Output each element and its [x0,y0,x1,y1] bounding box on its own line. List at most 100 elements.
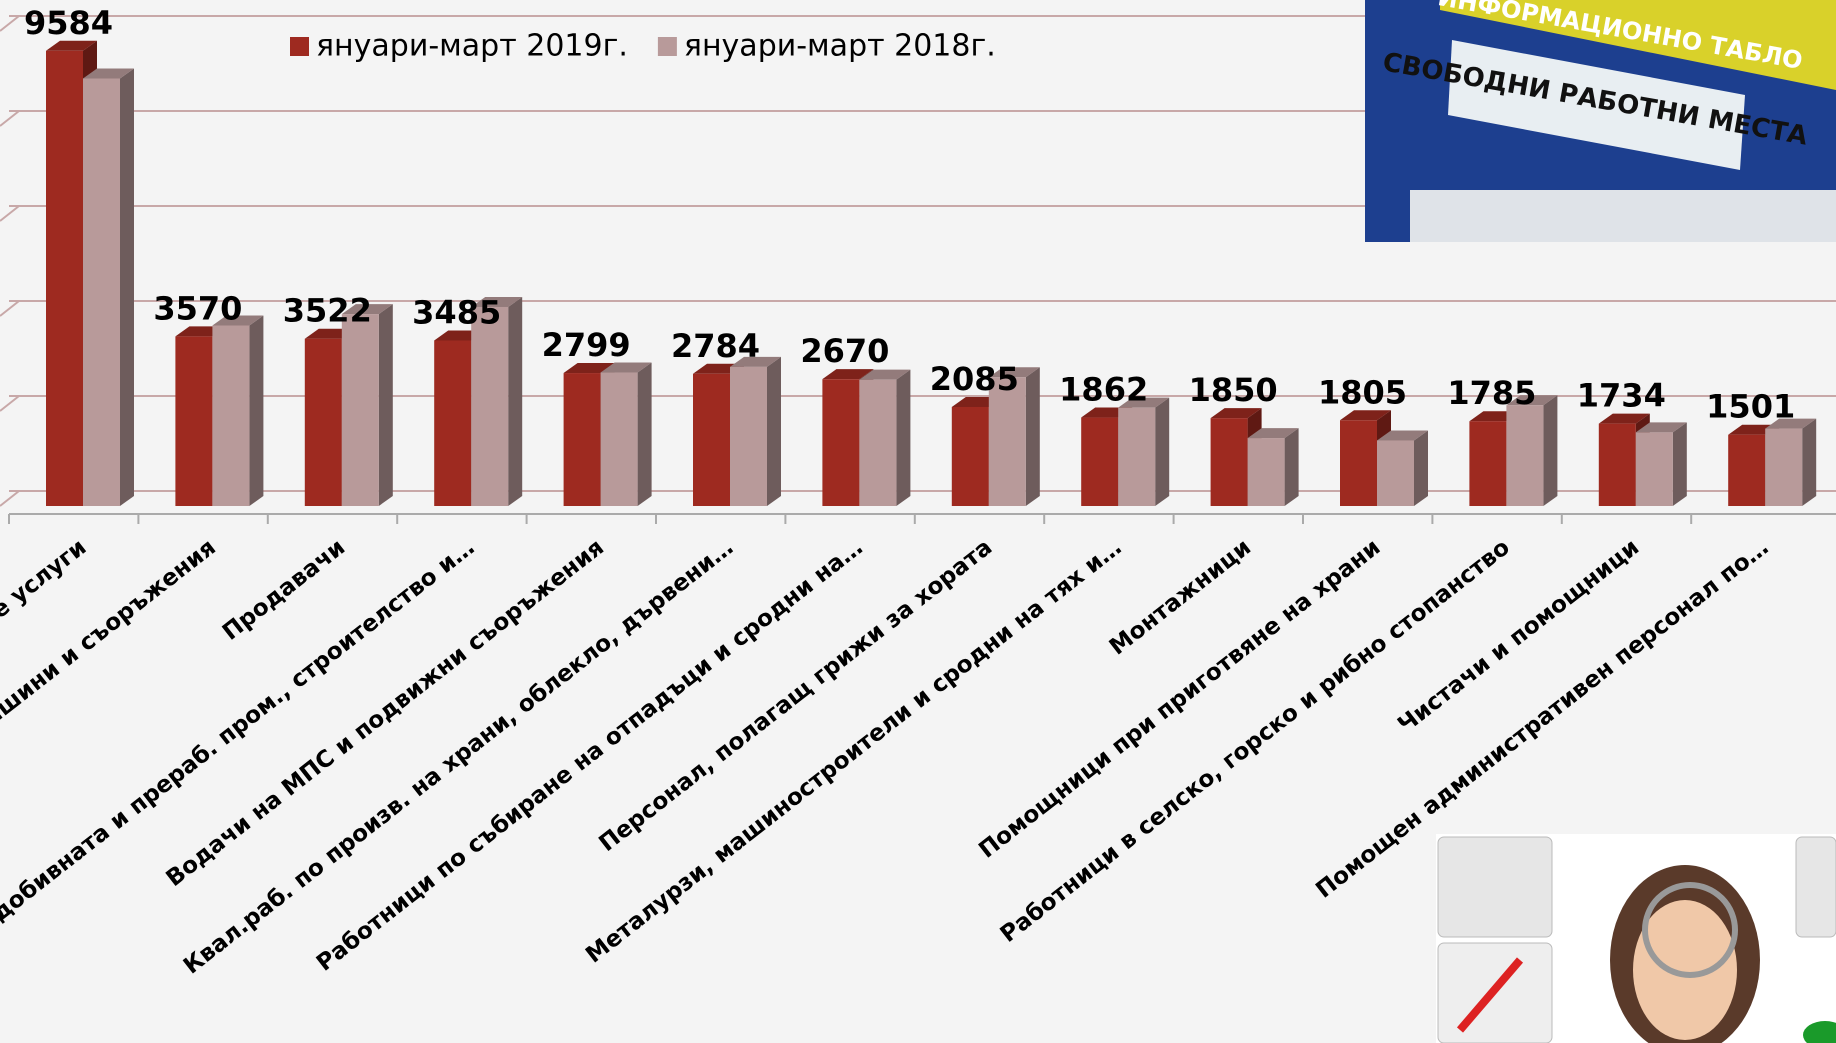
bar-side [1414,430,1428,506]
bar-top [341,304,393,315]
bar-side [1802,418,1817,506]
grid-line-side [0,395,20,412]
data-label: 1734 [1577,377,1666,415]
bar [951,406,989,506]
photo-sign [1448,40,1745,170]
bar-top [600,362,652,373]
grid-line-side [0,110,20,127]
bar-side [1155,397,1170,506]
bar-side [508,296,523,506]
grid-line-side [0,490,20,507]
bar-side [120,68,134,506]
bar [471,306,509,506]
bar [434,340,472,506]
photo-papers [1410,190,1836,242]
bar-side [1284,428,1299,506]
bar-top [1765,418,1817,429]
bar-side [1025,367,1040,506]
x-tick-label: Продавачи [218,534,350,645]
bar-side [767,356,781,506]
bar [1247,438,1285,506]
x-tick-label: е услуги [0,534,91,624]
bar-top [1506,395,1558,406]
bar [341,314,379,506]
bar-top [471,296,523,307]
photo-face [1633,900,1737,1040]
legend-swatch [290,37,309,56]
legend-label: януари-март 2019г. [316,29,628,64]
bar-top [1635,422,1687,433]
bar [46,50,83,506]
data-label: 1501 [1706,388,1795,426]
bar [563,373,601,506]
bar [1469,421,1507,506]
bar [1765,428,1803,506]
grid-line-side [0,205,20,222]
photo-stripe [1440,0,1836,90]
bar [304,338,342,506]
bar-top [1118,397,1170,408]
bar [693,373,730,506]
data-label: 1785 [1447,374,1536,412]
icon-tile [1795,836,1836,938]
bar-top [1340,410,1391,421]
bar [1598,423,1636,506]
bar [988,377,1026,506]
bar-top [730,356,781,367]
bar [175,336,213,506]
bar [600,372,638,506]
bar-top [1377,430,1428,441]
photo-board: ИНФОРМАЦИОННО ТАБЛО СВОБОДНИ РАБОТНИ МЕС… [1365,0,1836,242]
icon-button [1803,1021,1836,1043]
data-label: 3485 [412,293,501,331]
bar [1728,434,1766,506]
bar-side [1672,422,1687,506]
bar [1377,440,1414,506]
bar-top [859,369,911,380]
bar-top [1598,413,1650,424]
bar-top [563,363,615,374]
bar [1210,418,1248,506]
bar [859,379,897,506]
x-tick-label: ашини и съоръжения [0,534,221,731]
bar [212,325,250,506]
data-label: 2085 [930,360,1019,398]
bar-side [249,315,264,506]
bar-top [1247,428,1299,439]
bar-side [637,362,652,506]
bar-top [83,68,134,79]
icon-tile [1437,836,1553,938]
bar [822,379,860,506]
legend-label: януари-март 2018г. [684,29,996,64]
legend-swatch [657,37,677,56]
bar [1081,417,1119,506]
bar-side [1543,395,1558,506]
data-label: 9584 [24,4,113,42]
bar-top [988,367,1040,378]
data-label: 3570 [153,289,242,327]
photo-people [1436,834,1836,1043]
bar-side [378,304,393,506]
x-tick-label: Чистачи и помощници [1393,534,1644,738]
data-label: 2784 [671,327,760,365]
data-label: 1805 [1318,373,1407,411]
grid-line-side [0,300,20,317]
icon-tool [1456,957,1524,1033]
bar [1340,420,1377,506]
bar [730,366,767,506]
bar [1118,407,1156,506]
bar-top [212,315,264,326]
bar-side [896,369,911,506]
bar [1506,405,1544,506]
bar-top [822,369,874,380]
data-label: 1850 [1189,371,1278,409]
x-tick-label: Водачи на МПС и подвижни съоръжения [162,534,609,892]
bar-top [46,40,97,51]
data-label: 1862 [1059,371,1148,409]
bar [83,78,120,506]
bar-top [1210,408,1262,419]
data-label: 2799 [542,326,631,364]
grid-line-side [0,15,20,32]
data-label: 3522 [283,292,372,330]
